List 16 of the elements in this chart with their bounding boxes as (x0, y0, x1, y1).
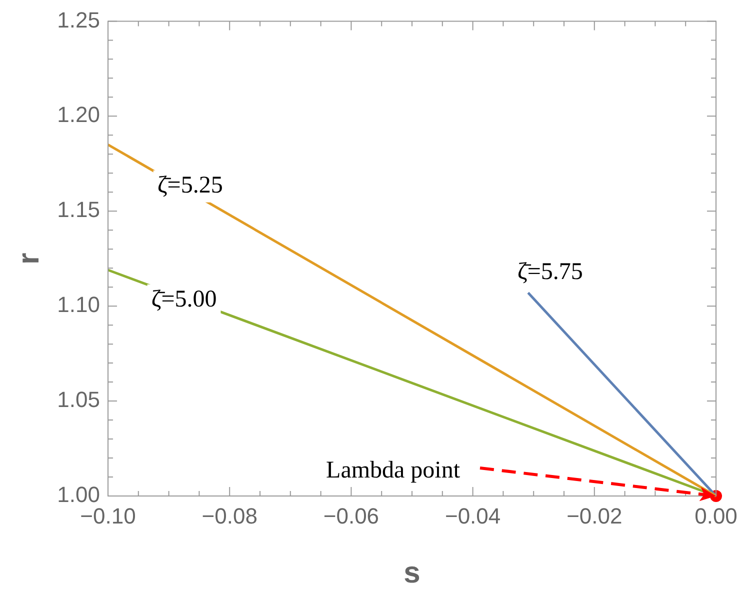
x-tick-label: −0.04 (444, 503, 501, 528)
y-tick-label: 1.10 (57, 292, 100, 318)
x-tick-label: −0.06 (323, 503, 380, 528)
y-tick-label: 1.25 (57, 7, 100, 32)
y-tick-label: 1.20 (57, 102, 100, 128)
x-tick-label: 0.00 (694, 503, 738, 528)
annotation: ζ̄=5.00 (151, 286, 217, 313)
y-tick-label: 1.15 (57, 197, 100, 222)
y-tick-label: 1.05 (57, 387, 100, 412)
annotation: Lambda point (326, 457, 460, 484)
annotation: ζ̄=5.75 (517, 259, 583, 286)
x-tick-label: −0.02 (566, 503, 622, 528)
y-axis-title: r (12, 252, 46, 264)
annotation: ζ̄=5.25 (157, 172, 223, 199)
x-tick-label: −0.08 (202, 503, 258, 528)
x-axis-title: s (404, 556, 420, 590)
